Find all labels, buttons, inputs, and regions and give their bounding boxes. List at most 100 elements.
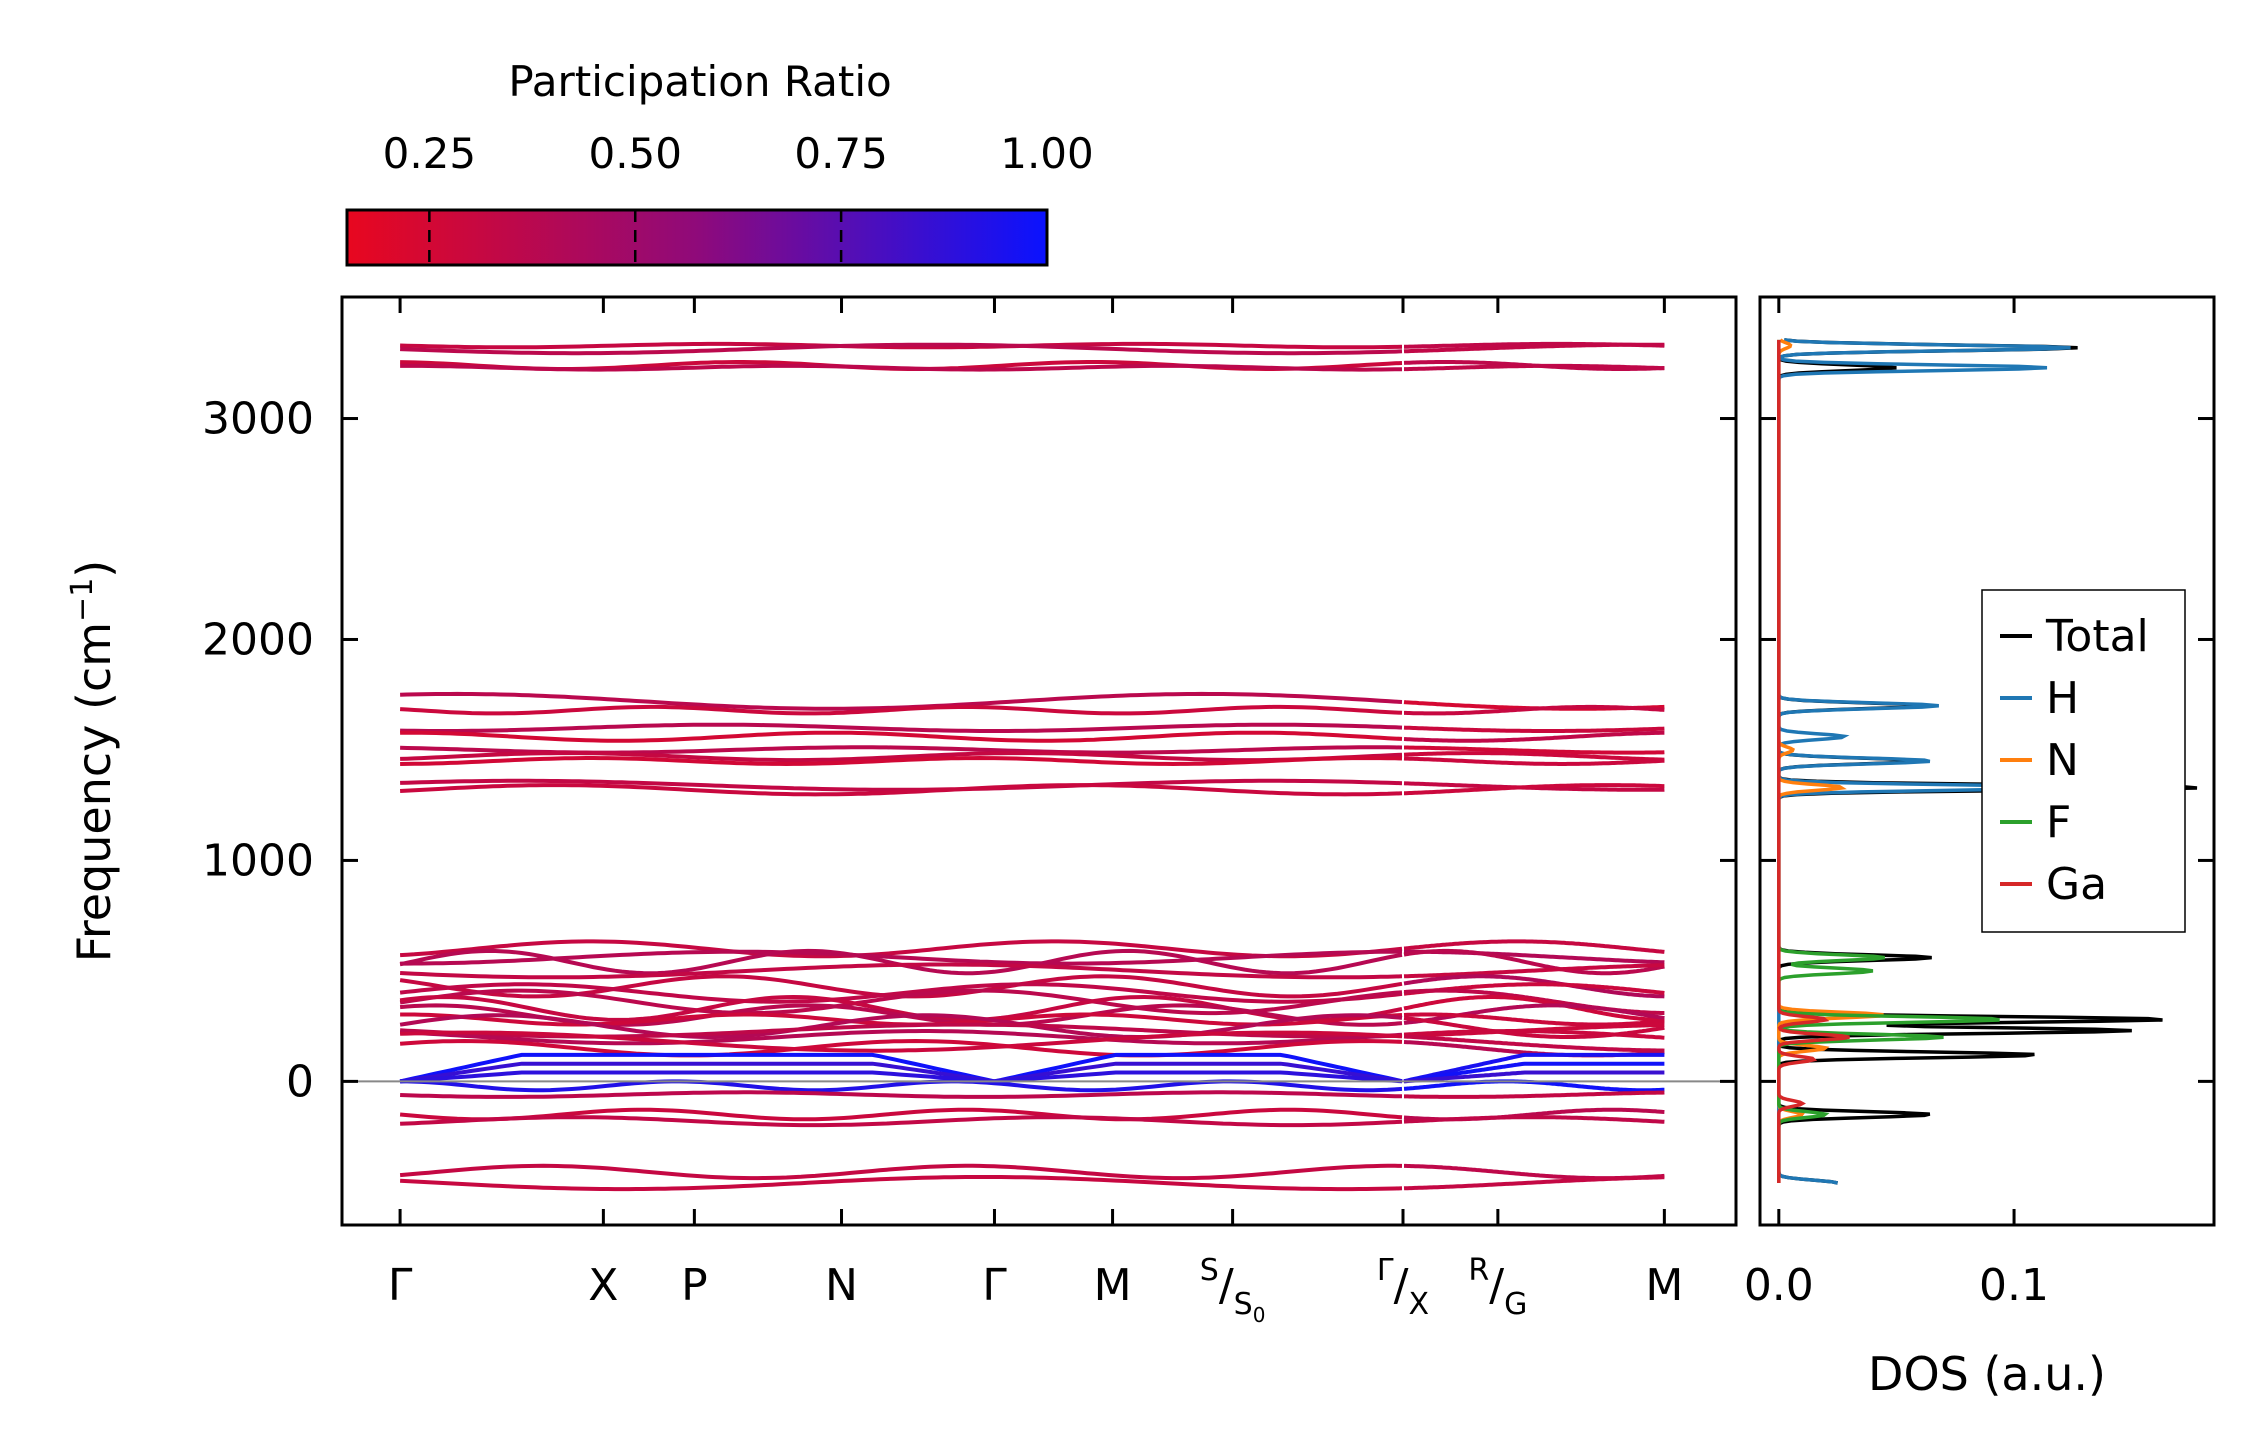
band-line-mid-modes: [1404, 949, 1665, 965]
kpoint-label: Γ: [982, 1260, 1007, 1311]
kpoint-label-left: S: [1200, 1253, 1219, 1288]
band-line-acoustic-like: [399, 1061, 1403, 1084]
band-line-NH-bend: [1404, 783, 1665, 796]
kpoint-label-slash: /: [1219, 1260, 1234, 1311]
x-axis-label-dos: DOS (a.u.): [1868, 1347, 2106, 1401]
band-line-mid-modes: [399, 988, 1403, 1016]
y-tick-label: 2000: [202, 614, 314, 665]
band-line-NH-bend: [399, 704, 1403, 716]
band-line-mid-modes: [399, 1013, 1403, 1039]
band-line-high-H-stretch: [400, 341, 1403, 350]
band-line-acoustic-like: [1403, 1052, 1665, 1084]
kpoint-label-slash: /: [1394, 1260, 1409, 1311]
band-lines: [399, 341, 1665, 1192]
band-line-NH-bend: [400, 778, 1403, 792]
band-line-mid-modes: [400, 1029, 1403, 1046]
dos-panel: 0.0 0.1 DOS (a.u.) Total HNF Ga: [1744, 295, 2216, 1401]
band-line-acoustic-like: [1403, 1061, 1665, 1084]
legend-label: Total: [2045, 611, 2149, 662]
y-tick-label: 3000: [202, 394, 314, 445]
kpoint-label: M: [1645, 1260, 1683, 1311]
dos-legend: Total HNF Ga: [1981, 589, 2186, 933]
band-line-acoustic-like: [399, 1052, 1403, 1084]
band-line-mid-modes: [1403, 995, 1665, 1022]
band-line-mid-modes: [1403, 1012, 1665, 1027]
band-line-imaginary: [399, 1163, 1403, 1181]
band-line-imaginary: [1404, 1163, 1665, 1181]
band-line-high-H-stretch: [400, 342, 1403, 356]
band-line-NH-bend: [399, 783, 1403, 797]
band-line-NH-bend: [1403, 725, 1665, 733]
band-line-acoustic-like: [1403, 1070, 1665, 1084]
kpoint-label: X: [588, 1260, 618, 1311]
kpoint-label: M: [1094, 1260, 1132, 1311]
band-line-NH-bend: [1403, 756, 1665, 766]
kpoint-label-left: R: [1468, 1253, 1489, 1288]
band-line-mid-modes: [400, 949, 1402, 966]
band-line-acoustic-like: [1403, 1079, 1665, 1093]
dos-x-tick-label: 0.1: [1979, 1260, 2049, 1311]
band-line-NH-bend: [400, 730, 1403, 743]
colorbar: Participation Ratio 0.25 0.50 0.75 1.00: [345, 57, 1094, 267]
band-line-mid-modes: [1403, 939, 1665, 954]
y-axis-label-main: Frequency (cm: [67, 622, 121, 962]
band-line-mid-modes: [399, 939, 1403, 959]
legend-label: F: [2046, 797, 2071, 848]
colorbar-tick-label: 0.50: [588, 129, 682, 178]
kpoint-label-right: X: [1408, 1287, 1429, 1322]
kpoint-label: R/G: [1468, 1253, 1527, 1322]
band-frame: [340, 295, 1738, 1227]
band-line-NH-bend: [400, 755, 1403, 767]
dos-axes: 0.0 0.1: [1744, 297, 2214, 1311]
kpoint-label: N: [825, 1260, 858, 1311]
band-line-high-H-stretch: [400, 363, 1403, 372]
band-line-mid-modes: [1403, 1034, 1665, 1053]
band-line-imaginary: [399, 1107, 1403, 1122]
band-line-mid-modes: [399, 1038, 1403, 1058]
band-line-NH-bend: [400, 722, 1403, 733]
dos-frame: [1758, 295, 2216, 1227]
colorbar-ticks: 0.25 0.50 0.75 1.00: [383, 129, 1094, 265]
band-line-NH-bend: [1403, 751, 1665, 762]
band-line-mid-modes: [399, 982, 1403, 1004]
band-line-acoustic-like: [399, 1070, 1403, 1084]
band-line-mid-modes: [1403, 948, 1665, 976]
y-tick-label: 1000: [202, 835, 314, 886]
dos-lines: [1777, 338, 2198, 1185]
kpoint-label-slash: /: [1489, 1260, 1504, 1311]
kpoint-label-right: S: [1234, 1287, 1253, 1322]
legend-label: H: [2046, 673, 2079, 724]
band-line-mid-modes: [399, 962, 1403, 980]
kpoint-label: Γ: [388, 1260, 413, 1311]
band-line-mid-modes: [1403, 1003, 1665, 1025]
band-line-imaginary: [400, 1115, 1403, 1128]
band-line-mid-modes: [1403, 974, 1665, 999]
band-line-high-H-stretch: [1403, 342, 1665, 354]
kpoint-label-left: Γ: [1377, 1253, 1394, 1288]
kpoint-label-subscript: 0: [1253, 1303, 1266, 1327]
band-line-imaginary: [1403, 1175, 1665, 1191]
band-line-NH-bend: [1404, 745, 1665, 755]
colorbar-tick-label: 1.00: [1000, 129, 1094, 178]
band-line-mid-modes: [1403, 1029, 1665, 1040]
band-line-imaginary: [1403, 1115, 1665, 1124]
legend-items: Total HNF Ga: [2000, 611, 2149, 910]
band-line-mid-modes: [1403, 963, 1665, 979]
band-line-NH-bend: [1404, 704, 1665, 716]
legend-label: N: [2046, 735, 2079, 786]
y-axis-label-close: ): [67, 560, 121, 578]
kpoint-label: S/S0: [1200, 1253, 1266, 1327]
kpoint-label: Γ/X: [1377, 1253, 1429, 1322]
kpoint-label: P: [681, 1260, 708, 1311]
legend-label: Ga: [2046, 859, 2107, 910]
colorbar-tick-label: 0.25: [383, 129, 477, 178]
colorbar-title: Participation Ratio: [508, 57, 891, 106]
colorbar-gradient: [345, 208, 1049, 267]
y-axis-label: Frequency (cm−1): [65, 560, 121, 963]
dos-line-ga: [1777, 339, 1850, 1183]
band-line-acoustic-like: [400, 1079, 1403, 1093]
band-line-imaginary: [1404, 1090, 1665, 1099]
